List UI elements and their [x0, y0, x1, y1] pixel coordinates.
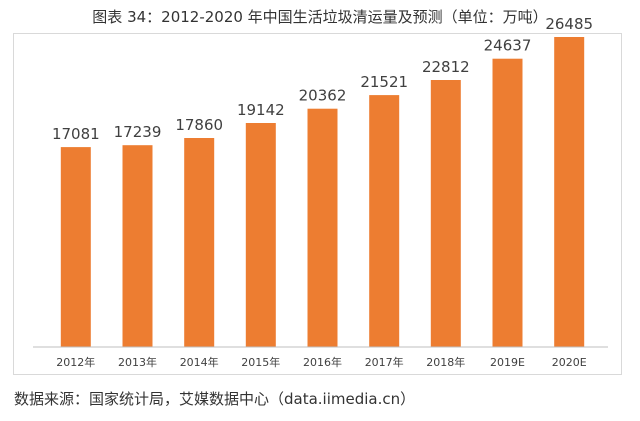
- bar-2014年: [184, 138, 215, 347]
- value-labels-layer: 17081 17239 17860 19142 20362 21521 22812 24637…: [52, 15, 593, 143]
- bar-2020E: [554, 37, 585, 347]
- x-tick-label-2019E: 2019E: [490, 356, 525, 369]
- bar-2017年: [369, 95, 400, 347]
- x-tick-label-2020E: 2020E: [552, 356, 587, 369]
- category-labels-layer: 2012年 2013年 2014年 2015年 2016年 2017年 2018年 2019E…: [56, 355, 586, 369]
- bar-2016年: [307, 108, 338, 347]
- source-note: 数据来源：国家统计局，艾媒数据中心（data.iimedia.cn）: [14, 390, 416, 408]
- data-label-2015年: 19142: [237, 101, 285, 119]
- bars-layer: [60, 37, 585, 347]
- bar-2013年: [122, 145, 153, 347]
- data-label-2017年: 21521: [360, 73, 408, 91]
- data-label-2012年: 17081: [52, 125, 100, 143]
- data-label-2018年: 22812: [422, 58, 470, 76]
- x-tick-label-2013年: 2013年: [118, 355, 157, 369]
- bar-2012年: [60, 147, 91, 347]
- data-label-2019E: 24637: [484, 37, 532, 55]
- x-tick-label-2018年: 2018年: [426, 355, 465, 369]
- x-tick-label-2015年: 2015年: [241, 355, 280, 369]
- x-tick-label-2014年: 2014年: [180, 355, 219, 369]
- x-tick-label-2017年: 2017年: [365, 355, 404, 369]
- data-label-2016年: 20362: [299, 87, 347, 105]
- bar-2018年: [430, 80, 461, 347]
- chart-frame: [13, 33, 622, 375]
- chart-title: 图表 34：2012-2020 年中国生活垃圾清运量及预测（单位：万吨）: [92, 8, 548, 26]
- x-tick-label-2016年: 2016年: [303, 355, 342, 369]
- data-label-2014年: 17860: [175, 116, 223, 134]
- data-label-2020E: 26485: [545, 15, 593, 33]
- data-label-2013年: 17239: [114, 123, 162, 141]
- bar-2019E: [492, 58, 523, 347]
- bar-2015年: [245, 123, 276, 347]
- x-tick-label-2012年: 2012年: [56, 355, 95, 369]
